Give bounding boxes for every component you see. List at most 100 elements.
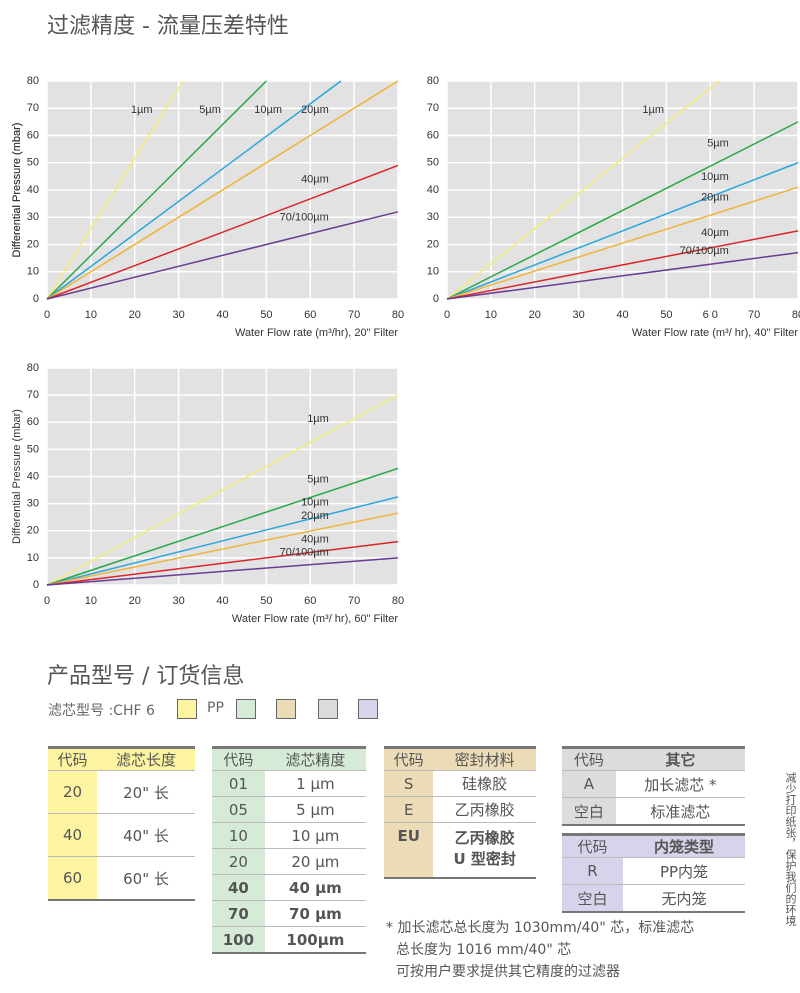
x-tick-label: 70 (748, 309, 760, 321)
header-row: 代码 密封材料 (384, 746, 536, 771)
table-cell: 乙丙橡胶 (433, 796, 536, 823)
table-row: 空白 无内笼 (562, 884, 745, 913)
table-row: R PP内笼 (562, 857, 745, 885)
table-cell: 40 (48, 813, 97, 857)
x-tick-label: 0 (44, 595, 50, 607)
table-cell: 70 (212, 900, 265, 927)
series-label: 1µm (307, 413, 329, 425)
table-row: A 加长滤芯 * (562, 770, 745, 798)
table-row: EU 乙丙橡胶 U 型密封 (384, 822, 536, 879)
table-row: 60 60" 长 (48, 856, 195, 901)
x-tick-label: 50 (660, 309, 672, 321)
order-table: 代码 其它 A 加长滤芯 * 空白 标准滤芯 (562, 746, 745, 826)
order-table: 代码 内笼类型 R PP内笼 空白 无内笼 (562, 833, 745, 913)
series-line (446, 186, 799, 300)
series-label: 10µm (301, 497, 329, 509)
y-axis-label: Differential Pressure (mbar) (11, 123, 23, 258)
series-line (46, 80, 342, 300)
table-row: 01 1 µm (212, 770, 366, 797)
table-row: 20 20" 长 (48, 770, 195, 814)
table-row: 40 40" 长 (48, 813, 195, 857)
y-axis-label: Differential Pressure (mbar) (11, 123, 23, 258)
page-title: 过滤精度 - 流量压差特性 (47, 14, 289, 39)
series-label: 20µm (301, 510, 329, 522)
table-cell: 40 (212, 874, 265, 901)
y-tick-label: 40 (427, 184, 439, 196)
table-cell: 10 µm (264, 822, 366, 849)
header-cell: 代码 (48, 746, 97, 771)
series-line (46, 80, 184, 300)
x-tick-label: 30 (573, 309, 585, 321)
series-label: 70/100µm (280, 547, 329, 559)
y-tick-label: 30 (27, 211, 39, 223)
y-tick-label: 80 (27, 362, 39, 374)
x-tick-label: 80 (392, 595, 404, 607)
y-tick-label: 80 (427, 75, 439, 87)
series-line (446, 121, 799, 300)
table-cell: 1 µm (264, 770, 366, 797)
table-cell: 空白 (562, 797, 616, 826)
series-line (46, 557, 399, 586)
series-line (46, 80, 399, 300)
note: 总长度为 1016 mm/40" 芯 (396, 942, 572, 958)
table-row: 40 40 µm (212, 874, 366, 901)
table-cell: 20" 长 (97, 770, 195, 814)
series-line (46, 467, 399, 586)
y-tick-label: 60 (27, 416, 39, 428)
series-label: 20µm (701, 191, 729, 203)
table-cell: S (384, 770, 434, 797)
x-tick-label: 40 (216, 309, 228, 321)
x-tick-label: 30 (173, 309, 185, 321)
series-label: 20µm (301, 104, 329, 116)
y-tick-label: 10 (427, 266, 439, 278)
series-line (46, 540, 399, 586)
table-row: 100 100µm (212, 926, 366, 954)
series-label: 1µm (642, 104, 664, 116)
header-cell: 密封材料 (433, 746, 536, 771)
note: * 加长滤芯总长度为 1030mm/40" 芯，标准滤芯 (386, 920, 695, 936)
y-tick-label: 50 (427, 157, 439, 169)
series-line (46, 164, 399, 300)
table-cell: 01 (212, 770, 265, 797)
series-line (46, 211, 399, 300)
y-tick-label: 70 (27, 389, 39, 401)
series-label: 1µm (131, 104, 153, 116)
table-row: 空白 标准滤芯 (562, 797, 745, 826)
y-tick-label: 70 (27, 102, 39, 114)
y-tick-label: 40 (27, 470, 39, 482)
x-tick-label: 10 (85, 595, 97, 607)
x-tick-label: 6 0 (703, 309, 718, 321)
order-table: 代码 滤芯精度 01 1 µm 05 5 µm 10 10 µm 20 20 µm 40 40 µm 7… (212, 746, 366, 954)
table-cell: 60 (48, 856, 97, 901)
color-box (358, 699, 378, 719)
note: 可按用户要求提供其它精度的过滤器 (396, 964, 620, 980)
x-tick-label: 20 (529, 309, 541, 321)
table-cell: 05 (212, 796, 265, 823)
y-tick-label: 60 (27, 129, 39, 141)
table-cell: 硅橡胶 (433, 770, 536, 797)
series-line (46, 512, 399, 586)
y-tick-label: 0 (33, 293, 39, 305)
color-box (276, 699, 296, 719)
y-tick-label: 50 (27, 443, 39, 455)
y-tick-label: 0 (433, 293, 439, 305)
y-tick-label: 20 (27, 238, 39, 250)
y-tick-label: 30 (27, 498, 39, 510)
table-row: 70 70 µm (212, 900, 366, 927)
y-tick-label: 0 (33, 579, 39, 591)
table-row: 10 10 µm (212, 822, 366, 849)
series-line (46, 394, 399, 586)
table-cell: 40 µm (264, 874, 366, 901)
y-tick-label: 20 (427, 238, 439, 250)
series-label: 40µm (301, 533, 329, 545)
table-cell: 40" 长 (97, 813, 195, 857)
y-tick-label: 40 (27, 184, 39, 196)
table-row: S 硅橡胶 (384, 770, 536, 797)
header-row: 代码 滤芯精度 (212, 746, 366, 771)
x-tick-label: 50 (260, 309, 272, 321)
table-cell: 100 (212, 926, 265, 954)
header-cell: 代码 (212, 746, 265, 771)
table-row: 05 5 µm (212, 796, 366, 823)
table-row: 20 20 µm (212, 848, 366, 875)
